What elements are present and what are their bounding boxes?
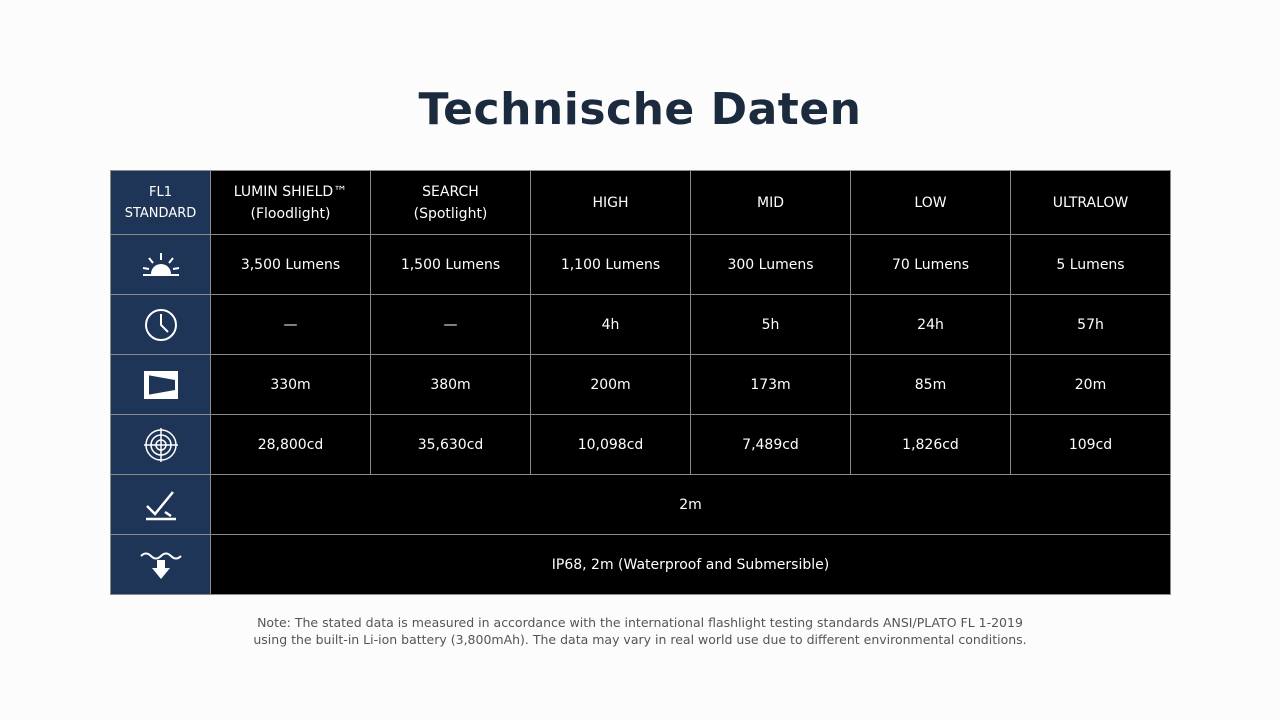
header-line: LUMIN SHIELD™ [233, 183, 348, 200]
header-line: FL1 [149, 184, 172, 200]
cell: IP68, 2m (Waterproof and Submersible) [210, 534, 1171, 595]
table-row: 28,800cd 35,630cd 10,098cd 7,489cd 1,826… [110, 414, 1171, 475]
page-title: Technische Daten [418, 84, 862, 135]
icon-cell [110, 294, 211, 355]
header-line: STANDARD [124, 205, 197, 221]
cell: 330m [210, 354, 371, 415]
table-row: 3,500 Lumens 1,500 Lumens 1,100 Lumens 3… [110, 234, 1171, 295]
cell: 20m [1010, 354, 1171, 415]
table-row: 2m [110, 474, 1171, 535]
brightness-icon [142, 252, 179, 276]
icon-cell [110, 234, 211, 295]
cell: 380m [370, 354, 531, 415]
beam-distance-icon [143, 370, 178, 399]
cell: 109cd [1010, 414, 1171, 475]
cell: — [210, 294, 371, 355]
cell: 1,826cd [850, 414, 1011, 475]
header-cell: SEARCH (Spotlight) [370, 170, 531, 235]
icon-cell [110, 354, 211, 415]
header-line: SEARCH [422, 183, 479, 200]
table-row: IP68, 2m (Waterproof and Submersible) [110, 534, 1171, 595]
runtime-icon [144, 308, 177, 341]
header-cell: LUMIN SHIELD™ (Floodlight) [210, 170, 371, 235]
cell: 4h [530, 294, 691, 355]
header-row: FL1 STANDARD LUMIN SHIELD™ (Floodlight) SE… [110, 170, 1171, 235]
cell: 3,500 Lumens [210, 234, 371, 295]
cell: 1,500 Lumens [370, 234, 531, 295]
icon-cell [110, 414, 211, 475]
footnote-line: Note: The stated data is measured in acc… [257, 615, 1023, 630]
icon-cell [110, 534, 211, 595]
cell: 2m [210, 474, 1171, 535]
waterproof-icon [139, 552, 182, 579]
cell: 5h [690, 294, 851, 355]
footnote-line: using the built-in Li-ion battery (3,800… [253, 632, 1027, 647]
header-line: (Floodlight) [250, 205, 331, 222]
cell: 24h [850, 294, 1011, 355]
cell: 1,100 Lumens [530, 234, 691, 295]
cell: 85m [850, 354, 1011, 415]
cell: 70 Lumens [850, 234, 1011, 295]
impact-icon [145, 490, 176, 520]
cell: 57h [1010, 294, 1171, 355]
header-cell: ULTRALOW [1010, 170, 1171, 235]
cell: 300 Lumens [690, 234, 851, 295]
cell: 7,489cd [690, 414, 851, 475]
header-cell: HIGH [530, 170, 691, 235]
table-row: 330m 380m 200m 173m 85m 20m [110, 354, 1171, 415]
cell: 200m [530, 354, 691, 415]
table-row: — — 4h 5h 24h 57h [110, 294, 1171, 355]
cell: 35,630cd [370, 414, 531, 475]
footnote: Note: The stated data is measured in acc… [0, 614, 1280, 648]
header-cell: FL1 STANDARD [110, 170, 211, 235]
cell: 10,098cd [530, 414, 691, 475]
spec-table: FL1 STANDARD LUMIN SHIELD™ (Floodlight) SE… [110, 170, 1171, 595]
cell: 28,800cd [210, 414, 371, 475]
intensity-icon [143, 427, 178, 462]
cell: 5 Lumens [1010, 234, 1171, 295]
header-cell: MID [690, 170, 851, 235]
header-line: (Spotlight) [413, 205, 488, 222]
cell: 173m [690, 354, 851, 415]
header-cell: LOW [850, 170, 1011, 235]
icon-cell [110, 474, 211, 535]
cell: — [370, 294, 531, 355]
